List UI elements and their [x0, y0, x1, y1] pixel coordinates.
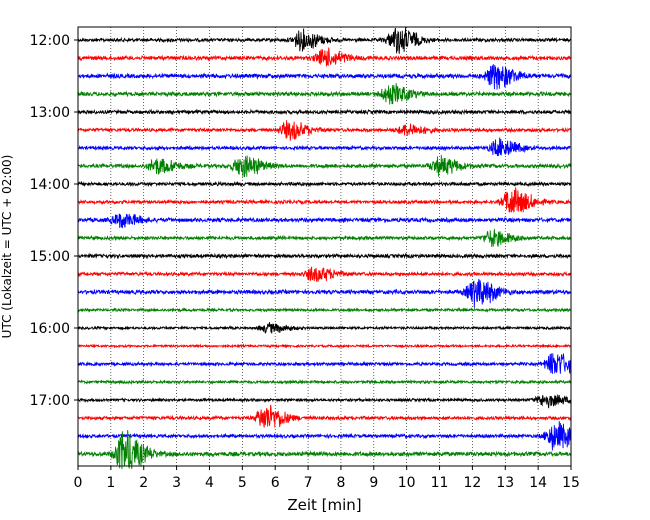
seismic-trace-1430 [77, 213, 572, 229]
y-tick-label: 14:00 [30, 177, 70, 193]
x-tick-label: 2 [139, 475, 148, 491]
seismic-trace-1730 [77, 421, 572, 451]
x-tick-label: 7 [304, 475, 313, 491]
x-tick-label: 4 [205, 475, 214, 491]
seismic-traces [77, 27, 572, 470]
seismic-trace-1645 [77, 378, 572, 386]
seismic-trace-1500 [77, 252, 572, 260]
x-tick-label: 12 [463, 475, 481, 491]
seismic-trace-1530 [77, 278, 572, 308]
seismic-trace-1200 [77, 27, 572, 54]
seismic-trace-1345 [77, 155, 572, 178]
plot-frame [77, 26, 572, 467]
x-axis: 0 1 2 3 4 5 6 7 8 9 10 11 12 13 14 15 [74, 466, 580, 491]
seismic-trace-1400 [77, 180, 572, 188]
y-tick-label: 17:00 [30, 393, 70, 409]
seismic-trace-1245 [77, 83, 572, 105]
y-tick-label: 13:00 [30, 105, 70, 121]
x-axis-label: Zeit [min] [287, 496, 361, 514]
x-tick-label: 8 [336, 475, 345, 491]
seismic-trace-1330 [77, 137, 572, 157]
seismic-trace-1515 [77, 266, 572, 282]
x-tick-label: 6 [271, 475, 280, 491]
seismic-trace-1615 [77, 343, 572, 349]
y-axis-label: UTC (Lokalzeit = UTC + 02:00) [0, 155, 14, 339]
x-tick-label: 9 [369, 475, 378, 491]
seismic-trace-1445 [77, 228, 572, 247]
x-tick-label: 5 [238, 475, 247, 491]
x-tick-label: 3 [172, 475, 181, 491]
seismic-trace-1545 [77, 306, 572, 314]
seismic-trace-1745 [77, 429, 572, 470]
seismic-trace-1300 [77, 108, 572, 116]
x-tick-label: 14 [529, 475, 547, 491]
x-tick-label: 1 [106, 475, 115, 491]
x-tick-label: 0 [74, 475, 83, 491]
y-tick-label: 15:00 [30, 249, 70, 265]
x-tick-label: 11 [431, 475, 449, 491]
seismic-trace-1600 [77, 322, 572, 334]
y-tick-label: 12:00 [30, 33, 70, 49]
seismic-trace-1715 [77, 404, 572, 428]
grid-lines [110, 27, 539, 466]
y-axis: 12:00 13:00 14:00 15:00 16:00 17:00 [30, 33, 78, 409]
y-tick-label: 16:00 [30, 321, 70, 337]
seismic-trace-1415 [77, 187, 572, 213]
x-tick-label: 15 [562, 475, 580, 491]
seismic-trace-1315 [77, 120, 572, 141]
seismic-trace-1630 [77, 353, 572, 375]
x-tick-label: 10 [398, 475, 416, 491]
x-tick-label: 13 [496, 475, 514, 491]
seismic-trace-1215 [77, 47, 572, 67]
seismic-trace-1230 [77, 64, 572, 90]
seismic-trace-1700 [77, 394, 572, 409]
